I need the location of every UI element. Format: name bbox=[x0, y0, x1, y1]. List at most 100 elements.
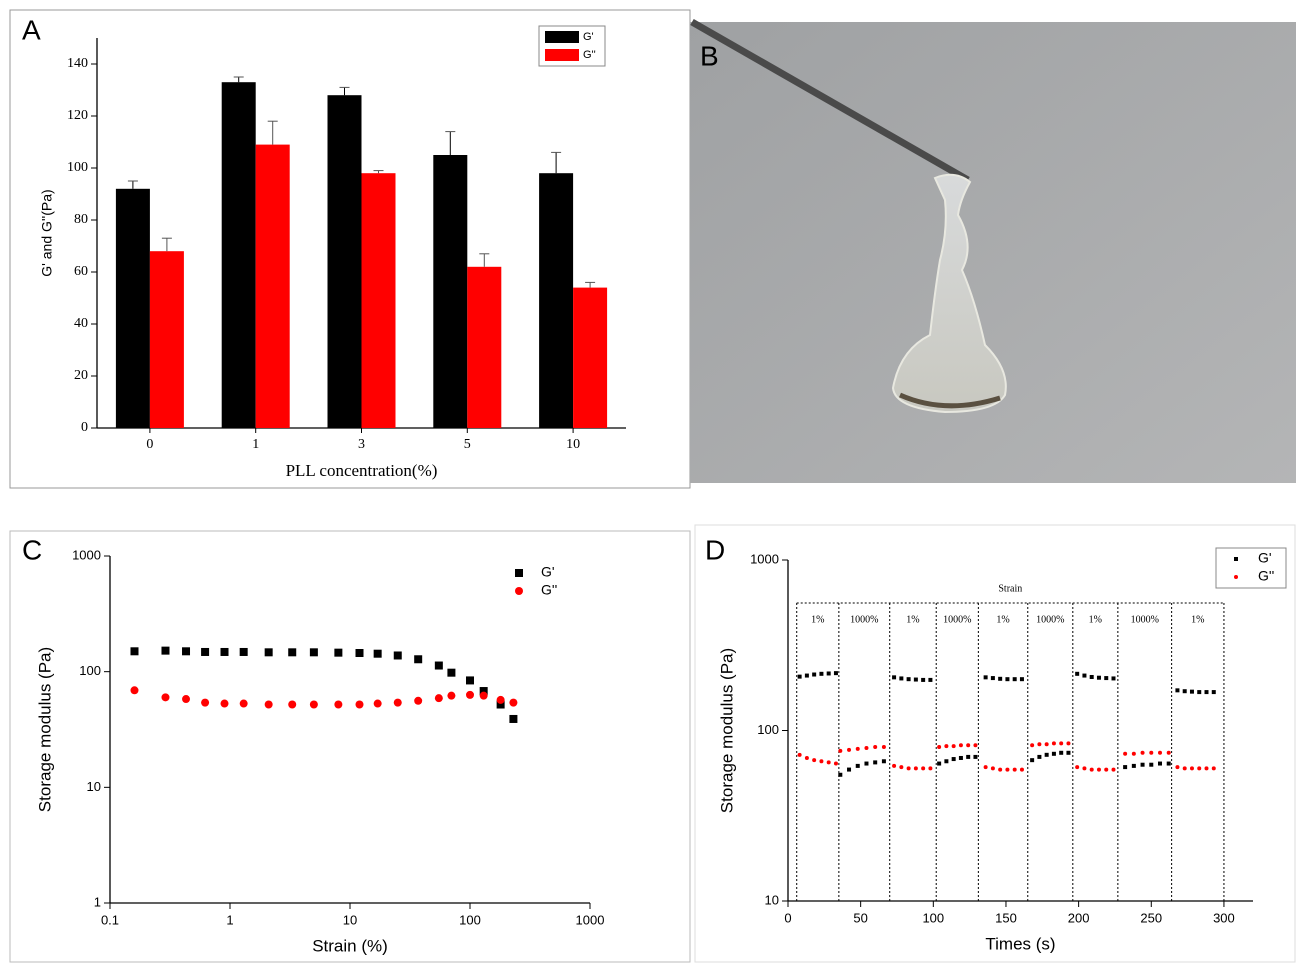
point bbox=[1197, 766, 1202, 771]
point bbox=[239, 647, 248, 656]
point bbox=[1096, 675, 1101, 680]
point bbox=[1030, 758, 1035, 763]
point bbox=[182, 695, 191, 704]
panel-frame bbox=[694, 524, 1296, 963]
point bbox=[937, 761, 942, 766]
x-tick-label: 100 bbox=[459, 912, 481, 927]
segment-label: 1000% bbox=[850, 614, 878, 625]
droplet bbox=[891, 173, 1007, 414]
point bbox=[1166, 761, 1171, 766]
point bbox=[819, 759, 824, 764]
point bbox=[393, 698, 402, 707]
point bbox=[479, 687, 488, 696]
x-tick-label: 1 bbox=[252, 437, 259, 452]
point bbox=[1104, 676, 1109, 681]
legend-box bbox=[1215, 547, 1287, 589]
y-axis-label: G' and G''(Pa) bbox=[39, 189, 55, 276]
bar bbox=[327, 95, 362, 428]
point bbox=[373, 649, 382, 658]
bar bbox=[115, 188, 150, 428]
point bbox=[1051, 751, 1056, 756]
point bbox=[804, 755, 809, 760]
y-tick-label: 0 bbox=[81, 420, 88, 435]
point bbox=[1211, 690, 1216, 695]
y-tick-label: 80 bbox=[74, 212, 88, 227]
legend-marker bbox=[1234, 557, 1238, 561]
point bbox=[1189, 766, 1194, 771]
bar bbox=[361, 173, 396, 428]
panel-frame bbox=[9, 530, 691, 963]
point bbox=[1111, 676, 1116, 681]
point bbox=[334, 648, 343, 657]
point bbox=[355, 700, 364, 709]
segment-label: 1000% bbox=[1036, 614, 1064, 625]
panel-label: A bbox=[22, 14, 41, 45]
point bbox=[479, 691, 488, 700]
point bbox=[201, 647, 210, 656]
point bbox=[1044, 742, 1049, 747]
point bbox=[1189, 689, 1194, 694]
segment-label: 1000% bbox=[1131, 614, 1159, 625]
point bbox=[1197, 690, 1202, 695]
legend-swatch bbox=[545, 49, 579, 61]
bar bbox=[433, 155, 468, 428]
x-axis-label: PLL concentration(%) bbox=[286, 461, 438, 480]
x-tick-label: 0.1 bbox=[101, 912, 119, 927]
point bbox=[833, 761, 838, 766]
point bbox=[447, 668, 456, 677]
legend-marker bbox=[515, 587, 523, 595]
point bbox=[1059, 750, 1064, 755]
legend-label: G'' bbox=[1258, 568, 1274, 584]
point bbox=[928, 766, 933, 771]
point bbox=[881, 745, 886, 750]
point bbox=[1182, 766, 1187, 771]
point bbox=[220, 699, 229, 708]
point bbox=[906, 766, 911, 771]
point bbox=[812, 758, 817, 763]
y-tick-label: 1 bbox=[94, 894, 101, 909]
point bbox=[414, 655, 423, 664]
point bbox=[906, 677, 911, 682]
legend-label: G' bbox=[541, 564, 555, 580]
legend-label: G' bbox=[1258, 550, 1272, 566]
y-tick-label: 10 bbox=[87, 779, 101, 794]
point bbox=[509, 714, 518, 723]
point bbox=[944, 744, 949, 749]
point bbox=[951, 757, 956, 762]
point bbox=[466, 676, 474, 685]
point bbox=[1089, 767, 1094, 772]
bar bbox=[539, 173, 574, 428]
point bbox=[393, 651, 402, 660]
point bbox=[973, 743, 978, 748]
point bbox=[288, 700, 297, 709]
x-tick-label: 10 bbox=[566, 437, 580, 452]
point bbox=[201, 698, 210, 707]
point bbox=[161, 693, 170, 702]
x-tick-label: 0 bbox=[146, 437, 153, 452]
point bbox=[1012, 767, 1017, 772]
point bbox=[804, 673, 809, 678]
point bbox=[958, 743, 963, 748]
point bbox=[1037, 742, 1042, 747]
point bbox=[309, 648, 318, 657]
bar bbox=[573, 287, 608, 428]
point bbox=[847, 747, 852, 752]
needle bbox=[690, 18, 970, 184]
point bbox=[1166, 750, 1171, 755]
point bbox=[958, 755, 963, 760]
bar bbox=[255, 144, 290, 428]
point bbox=[355, 649, 364, 658]
x-tick-label: 1 bbox=[226, 912, 233, 927]
point bbox=[1204, 690, 1209, 695]
y-axis-label: Storage modulus (Pa) bbox=[717, 648, 736, 813]
point bbox=[1051, 741, 1056, 746]
point bbox=[1123, 751, 1128, 756]
point bbox=[309, 700, 318, 709]
y-tick-label: 100 bbox=[79, 663, 101, 678]
x-tick-label: 50 bbox=[853, 910, 867, 925]
point bbox=[892, 675, 897, 680]
point bbox=[447, 691, 456, 700]
point bbox=[1012, 677, 1017, 682]
point bbox=[998, 676, 1003, 681]
point bbox=[373, 699, 382, 708]
